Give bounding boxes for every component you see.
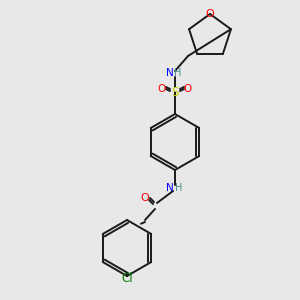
Text: O: O bbox=[184, 84, 192, 94]
Text: H: H bbox=[174, 68, 182, 78]
Text: N: N bbox=[166, 68, 174, 78]
Text: O: O bbox=[158, 84, 166, 94]
Text: O: O bbox=[141, 193, 149, 203]
Text: Cl: Cl bbox=[121, 272, 133, 286]
Text: O: O bbox=[206, 9, 214, 19]
Text: H: H bbox=[175, 183, 183, 193]
Text: S: S bbox=[171, 85, 179, 98]
Text: N: N bbox=[166, 183, 174, 193]
